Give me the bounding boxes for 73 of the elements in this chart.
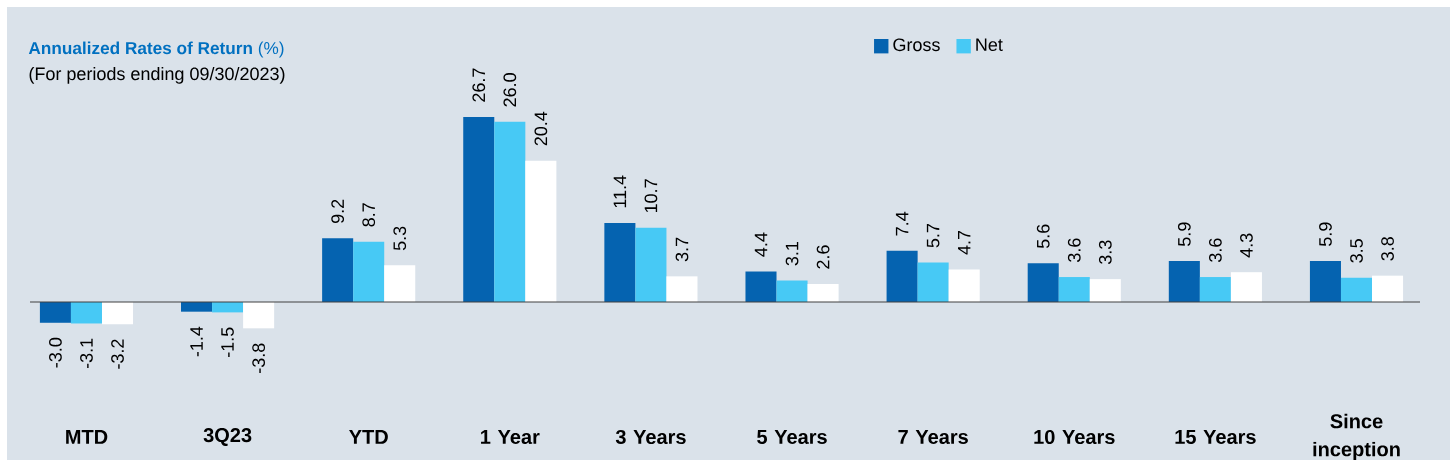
bar <box>1340 277 1373 302</box>
data-label: 4.4 <box>754 232 768 257</box>
legend-label: Net <box>976 38 1003 52</box>
x-tick-label: 7 Years <box>898 430 968 444</box>
bar <box>39 301 71 323</box>
data-label: 5.6 <box>1036 224 1050 249</box>
data-label: 5.9 <box>1319 222 1332 246</box>
bar <box>1230 272 1262 302</box>
bar <box>745 271 777 302</box>
x-tick-label: MTD <box>66 430 108 444</box>
chart-title: Annualized Rates of Return (%) <box>28 41 284 58</box>
bar <box>70 301 102 324</box>
data-label: 3.1 <box>785 241 799 266</box>
bar <box>776 280 808 302</box>
data-label: 26.0 <box>503 73 517 107</box>
data-label: 4.3 <box>1240 233 1253 258</box>
data-label: 5.7 <box>926 223 940 248</box>
legend-label: Gross <box>893 38 940 52</box>
bar <box>917 262 949 302</box>
x-tick-label: 10 Years <box>1034 429 1115 445</box>
x-tick-label: 5 Years <box>757 430 827 444</box>
data-label: 5.9 <box>1177 222 1191 246</box>
bar <box>635 227 667 302</box>
bar <box>525 160 557 302</box>
x-tick-label: 15 Years <box>1175 430 1256 444</box>
data-label: 3.5 <box>1350 239 1363 263</box>
bar <box>1309 261 1341 302</box>
bar <box>886 250 918 302</box>
bar <box>463 117 495 302</box>
chart-subtitle: (For periods ending 09/30/2023) <box>29 66 285 84</box>
bar <box>384 265 416 302</box>
bar <box>353 241 385 302</box>
bar <box>604 223 636 302</box>
data-label: 3.6 <box>1067 238 1081 262</box>
bar <box>948 269 980 302</box>
x-tick-label: YTD <box>349 430 388 444</box>
x-tick-label: 3 Years <box>615 429 686 445</box>
bar <box>1089 279 1121 302</box>
x-tick-label: 3Q23 <box>203 428 252 446</box>
data-label: 3.8 <box>1381 237 1394 261</box>
data-label: -3.1 <box>80 338 93 369</box>
data-label: 2.6 <box>816 245 830 269</box>
bar <box>1027 263 1059 302</box>
data-label: 4.7 <box>958 230 971 255</box>
data-label: 7.4 <box>895 211 909 236</box>
x-tick-label: Since inception <box>1313 413 1400 460</box>
data-label: -3.2 <box>111 339 124 369</box>
data-label: 3.7 <box>675 237 689 262</box>
data-label: 11.4 <box>613 175 627 208</box>
data-label: -3.8 <box>252 343 266 373</box>
data-label: 20.4 <box>534 111 548 146</box>
bar <box>243 301 275 329</box>
data-label: -1.5 <box>221 327 234 357</box>
data-label: 3.6 <box>1209 238 1222 262</box>
bar <box>666 276 698 302</box>
bar <box>181 301 213 312</box>
data-label: 10.7 <box>644 179 658 213</box>
data-label: 8.7 <box>362 203 376 227</box>
data-label: 9.2 <box>331 199 345 223</box>
data-label: -1.4 <box>190 326 203 357</box>
data-label: 26.7 <box>472 68 486 102</box>
bar <box>1372 275 1404 302</box>
bar <box>1199 277 1231 302</box>
bar <box>1168 261 1200 302</box>
data-label: -3.0 <box>49 337 62 368</box>
data-label: 5.3 <box>393 226 407 251</box>
bar <box>322 238 354 302</box>
bar <box>101 301 134 325</box>
bar <box>494 121 526 302</box>
bar <box>807 283 839 302</box>
x-tick-label: 1 Year <box>481 430 540 444</box>
bar <box>1058 277 1090 302</box>
data-label: 3.3 <box>1098 240 1112 265</box>
